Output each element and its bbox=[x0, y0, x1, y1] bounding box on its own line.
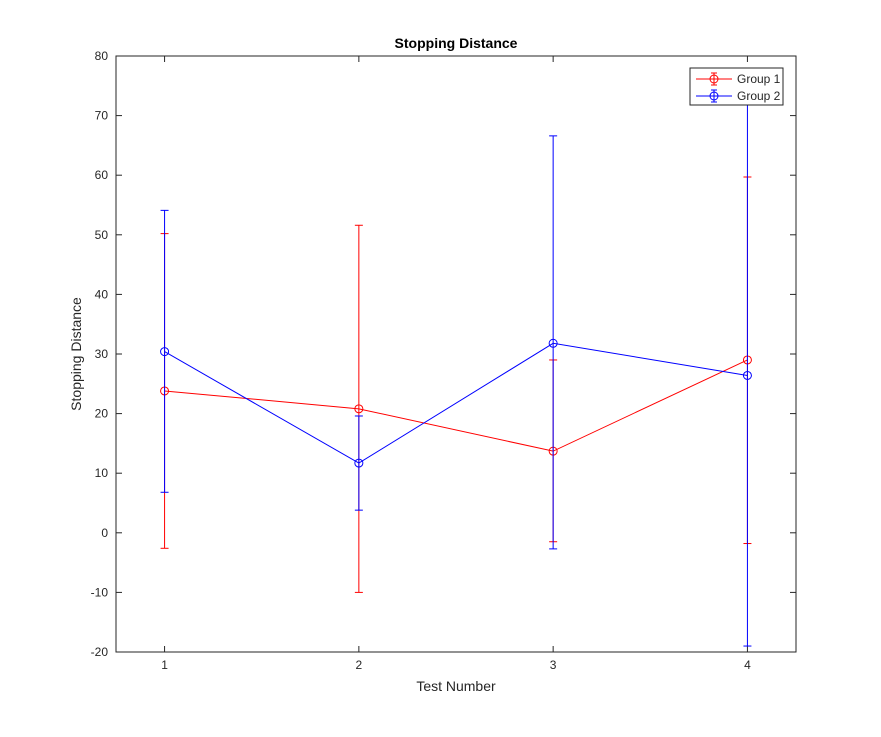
legend-label: Group 2 bbox=[737, 89, 781, 103]
data-point bbox=[548, 338, 558, 348]
series-line bbox=[164, 342, 748, 464]
series-line bbox=[164, 359, 748, 452]
series-2 bbox=[160, 103, 752, 647]
x-axis-label: Test Number bbox=[416, 678, 496, 694]
x-tick-label: 2 bbox=[356, 658, 363, 672]
legend: Group 1 Group 2 bbox=[689, 67, 784, 106]
y-axis-label: Stopping Distance bbox=[68, 297, 84, 411]
x-tick-label: 1 bbox=[161, 658, 168, 672]
y-tick-label: 30 bbox=[95, 347, 109, 361]
data-point bbox=[160, 347, 170, 357]
data-point bbox=[354, 458, 364, 468]
y-tick-label: 20 bbox=[95, 407, 109, 421]
y-tick-label: 70 bbox=[95, 109, 109, 123]
y-tick-label: -10 bbox=[91, 585, 109, 599]
chart-title: Stopping Distance bbox=[395, 35, 518, 51]
y-tick-label: 40 bbox=[95, 287, 109, 301]
y-tick-label: 80 bbox=[95, 49, 109, 63]
data-point bbox=[742, 370, 752, 380]
legend-box bbox=[689, 67, 784, 106]
y-tick-label: 60 bbox=[95, 168, 109, 182]
y-tick-label: 0 bbox=[101, 526, 108, 540]
x-tick-label: 4 bbox=[744, 658, 751, 672]
y-tick-label: 50 bbox=[95, 228, 109, 242]
legend-marker bbox=[709, 74, 719, 84]
legend-label: Group 1 bbox=[737, 72, 781, 86]
y-tick-label: 10 bbox=[95, 466, 109, 480]
x-tick-label: 3 bbox=[550, 658, 557, 672]
data-point bbox=[354, 404, 364, 414]
y-tick-label: -20 bbox=[91, 645, 109, 659]
legend-marker bbox=[709, 91, 719, 101]
axes-box bbox=[115, 55, 797, 653]
